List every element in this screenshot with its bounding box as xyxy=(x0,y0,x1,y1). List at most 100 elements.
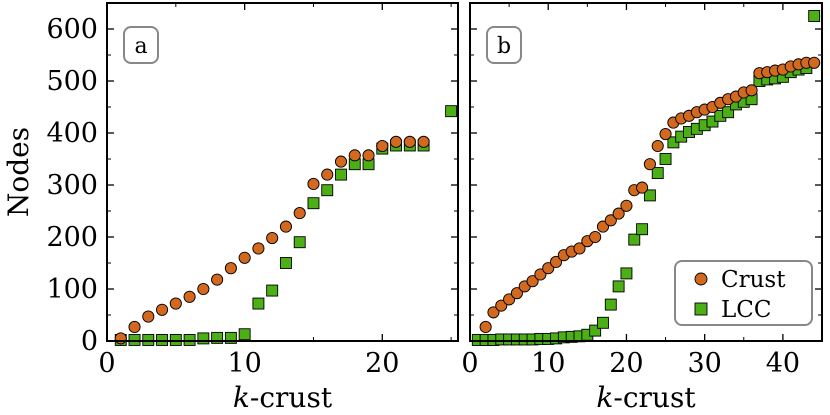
lcc-point xyxy=(142,334,155,346)
plot-frame xyxy=(469,2,823,342)
lcc-point xyxy=(169,334,182,346)
crust-point xyxy=(348,149,361,162)
crust-point xyxy=(334,155,348,168)
panel-label-box xyxy=(123,26,159,64)
crust-point xyxy=(636,181,649,194)
crust-point xyxy=(604,214,617,227)
panel-label: a xyxy=(134,34,147,59)
crust-point xyxy=(549,255,563,269)
crust-point xyxy=(403,135,416,148)
lcc-point xyxy=(589,324,602,337)
legend: Crust LCC xyxy=(674,260,813,326)
x-axis-label: k-crust xyxy=(596,381,696,414)
crust-point xyxy=(612,207,625,220)
legend-box xyxy=(674,260,813,326)
lcc-point xyxy=(128,334,141,346)
crust-point xyxy=(142,310,155,323)
lcc-point xyxy=(321,184,334,197)
crust-point xyxy=(224,262,237,275)
crust-point xyxy=(643,158,656,171)
lcc-point xyxy=(445,105,458,118)
crust-point xyxy=(114,332,127,345)
x-axis-label-k: k xyxy=(233,381,250,414)
crust-point xyxy=(526,275,539,288)
y-tick-label: 300 xyxy=(46,170,98,201)
crust-point xyxy=(510,287,523,300)
lcc-point xyxy=(636,223,649,236)
x-tick-label: 40 xyxy=(766,348,800,379)
x-tick-label: 20 xyxy=(609,348,643,379)
lcc-point xyxy=(252,297,265,310)
lcc-point xyxy=(335,168,347,181)
lcc-point xyxy=(197,332,210,345)
plot-frame xyxy=(106,2,459,342)
crust-point xyxy=(183,290,196,303)
x-axis-label-rest: -crust xyxy=(613,381,696,414)
lcc-point xyxy=(183,334,196,346)
crust-point xyxy=(321,168,334,181)
lcc-point xyxy=(224,331,237,344)
crust-point xyxy=(417,135,430,148)
crust-point xyxy=(659,127,672,141)
crust-point xyxy=(211,273,224,286)
crust-point xyxy=(596,220,610,233)
x-axis-label: k-crust xyxy=(233,381,333,414)
crust-point xyxy=(128,320,141,334)
lcc-point xyxy=(643,189,656,202)
x-tick-label: 0 xyxy=(98,348,115,379)
crust-point xyxy=(479,320,492,334)
lcc-point xyxy=(628,233,641,246)
panel-label-box xyxy=(486,26,522,64)
y-tick-label: 200 xyxy=(46,222,98,253)
crust-point xyxy=(279,220,292,233)
crust-point xyxy=(589,230,602,244)
y-axis-label: Nodes xyxy=(2,127,35,217)
x-axis-label-rest: -crust xyxy=(250,381,333,414)
x-tick-label: 20 xyxy=(365,348,399,379)
crust-point xyxy=(156,303,169,316)
crust-point xyxy=(808,56,821,69)
lcc-point xyxy=(307,197,320,210)
crust-point xyxy=(238,251,251,264)
crust-point xyxy=(651,139,664,153)
lcc-point xyxy=(156,334,169,346)
x-tick-label: 10 xyxy=(531,348,565,379)
crust-point xyxy=(745,84,758,97)
y-tick-label: 100 xyxy=(46,274,98,305)
y-tick-label: 600 xyxy=(46,14,98,45)
crust-point xyxy=(542,262,555,275)
x-tick-label: 30 xyxy=(687,348,721,379)
lcc-point xyxy=(238,328,251,341)
crust-point xyxy=(169,297,182,310)
crust-point xyxy=(266,231,279,245)
crust-point xyxy=(534,268,547,281)
lcc-point xyxy=(620,267,633,280)
crust-point xyxy=(376,139,389,153)
crust-point xyxy=(307,177,320,191)
lcc-point xyxy=(808,10,821,22)
legend-label-crust: Crust xyxy=(721,267,786,293)
x-tick-label: 0 xyxy=(461,348,478,379)
lcc-point xyxy=(604,298,617,311)
legend-lcc-marker xyxy=(694,302,708,316)
x-tick-label: 10 xyxy=(227,348,261,379)
lcc-point xyxy=(279,257,292,269)
crust-point xyxy=(197,282,210,296)
series-crust xyxy=(479,56,821,334)
lcc-point xyxy=(722,106,735,119)
lcc-point xyxy=(659,153,672,165)
legend-crust-marker xyxy=(694,272,708,286)
lcc-point xyxy=(293,236,306,249)
y-tick-label: 400 xyxy=(46,118,98,149)
lcc-point xyxy=(651,167,664,179)
crust-point xyxy=(503,293,516,306)
series-lcc xyxy=(471,10,821,346)
crust-point xyxy=(362,149,375,162)
legend-label-lcc: LCC xyxy=(721,297,771,323)
series-crust xyxy=(114,135,430,345)
crust-point xyxy=(293,207,306,220)
crust-point xyxy=(495,299,508,312)
crust-point xyxy=(620,199,633,212)
